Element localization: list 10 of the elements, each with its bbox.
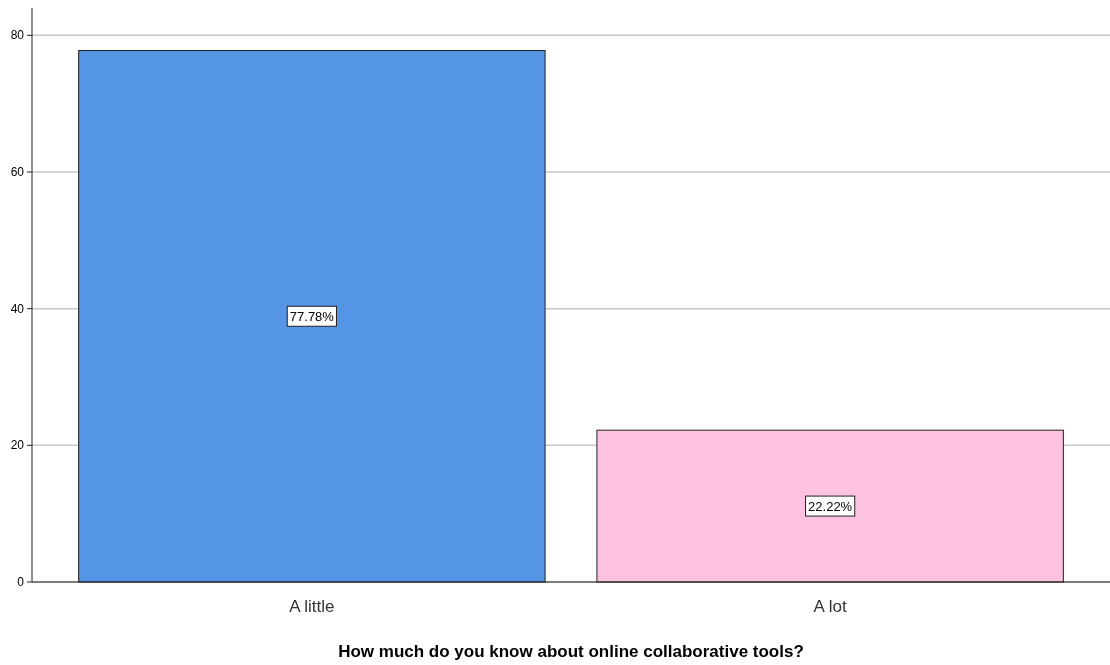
y-tick-label: 80 (10, 28, 25, 43)
y-tick-label: 20 (10, 438, 25, 453)
y-tick-label: 60 (10, 165, 25, 179)
x-tick-label: A lot (813, 597, 847, 616)
data-label: 77.78% (289, 309, 335, 325)
data-label: 22.22% (808, 499, 853, 515)
y-tick-label: 40 (10, 301, 25, 316)
x-tick-label: A little (289, 597, 335, 616)
x-axis-title: How much do you know about online collaborative tools? (338, 642, 804, 661)
y-tick-label: 0 (17, 575, 25, 589)
